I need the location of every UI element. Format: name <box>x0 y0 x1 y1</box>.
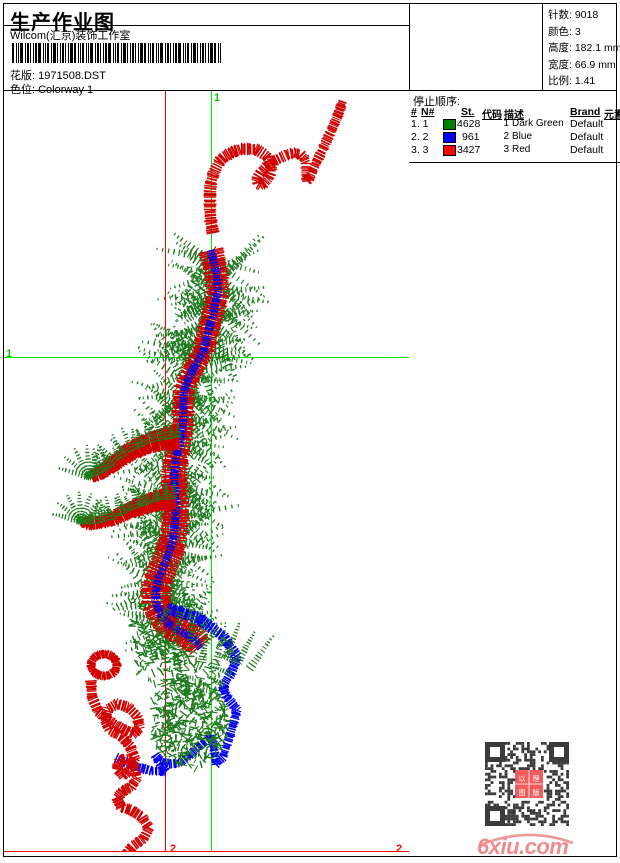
svg-text:理: 理 <box>533 775 540 783</box>
svg-text:6xiu.com: 6xiu.com <box>477 834 568 856</box>
svg-text:图: 图 <box>519 789 526 797</box>
svg-text:版: 版 <box>533 788 540 797</box>
svg-text:以: 以 <box>519 775 526 783</box>
